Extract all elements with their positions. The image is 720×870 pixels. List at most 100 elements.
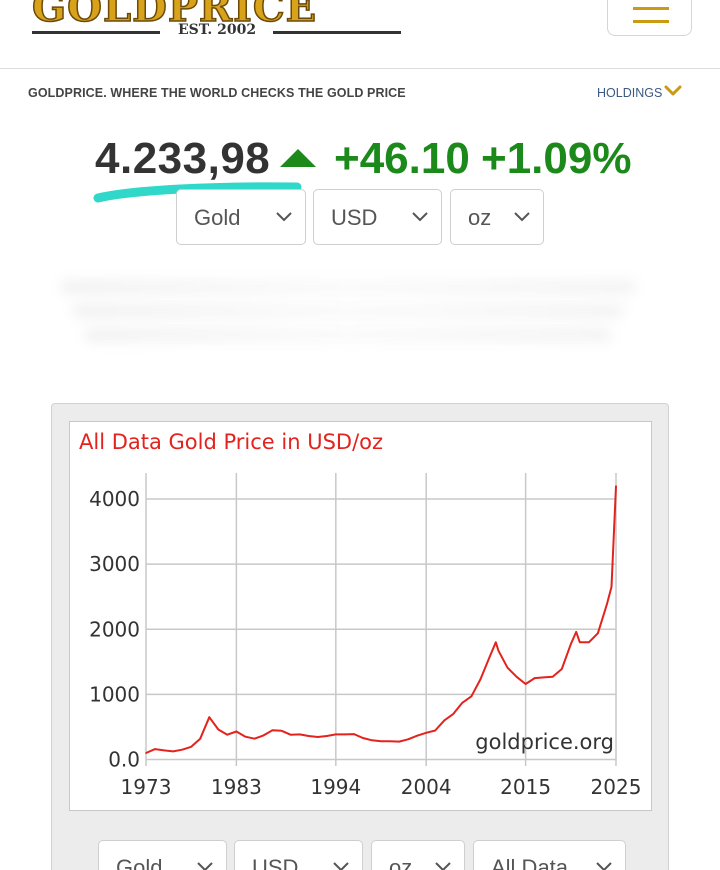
gold-price-point — [542, 676, 545, 679]
gold-price-point — [479, 678, 482, 681]
chevron-down-icon — [197, 862, 213, 870]
y-tick-label: 0.0 — [108, 747, 140, 771]
logo-established: EST. 2002 — [178, 22, 257, 38]
gold-price-point — [226, 733, 229, 736]
gold-price-point — [244, 735, 247, 738]
chart-title: All Data Gold Price in USD/oz — [79, 430, 384, 454]
logo-wordmark: GOLDPRICE — [31, 0, 318, 32]
chart-unit-select-value: oz — [389, 855, 413, 870]
hamburger-icon-bar — [633, 20, 669, 23]
blurred-line — [72, 304, 624, 318]
metal-select[interactable]: Gold — [176, 189, 306, 245]
gold-price-point — [371, 739, 373, 742]
gold-price-point — [199, 737, 202, 740]
gold-price-point — [271, 729, 274, 731]
unit-select[interactable]: oz — [450, 189, 544, 245]
gold-price-point — [497, 649, 500, 652]
metal-select-value: Gold — [194, 205, 241, 230]
site-logo[interactable]: GOLDPRICE EST. 2002 — [30, 0, 405, 42]
gold-price-point — [344, 733, 346, 736]
currency-select[interactable]: USD — [313, 189, 442, 245]
gold-price-point — [494, 641, 497, 644]
header-divider — [0, 68, 720, 69]
gold-price-point — [289, 733, 292, 736]
price-change: +46.10 — [334, 134, 470, 183]
blurred-content — [60, 270, 660, 370]
chart-unit-select[interactable]: oz — [371, 840, 465, 870]
chart-range-select-value: All Data — [491, 855, 569, 870]
gold-price-point — [506, 666, 509, 669]
gold-price-point — [461, 702, 464, 704]
blurred-line — [84, 328, 612, 342]
chevron-down-icon — [333, 862, 349, 870]
gold-price-point — [407, 738, 409, 741]
gold-spot-price: 4.233,98 — [95, 134, 271, 183]
gold-price-point — [452, 713, 455, 715]
gold-price-point — [588, 641, 590, 644]
site-tagline: GOLDPRICE. WHERE THE WORLD CHECKS THE GO… — [28, 86, 406, 100]
gold-price-point — [551, 675, 554, 678]
x-tick-label: 2004 — [401, 775, 452, 799]
price-change-percent: +1.09% — [481, 134, 632, 183]
gold-price-point — [353, 733, 355, 735]
triangle-up-icon — [280, 149, 316, 167]
gold-price-point — [217, 728, 220, 731]
chart-watermark: goldprice.org — [475, 730, 614, 754]
chevron-down-icon — [514, 212, 530, 222]
gold-price-point — [181, 748, 183, 751]
gold-price-point — [280, 730, 283, 732]
chevron-down-icon — [412, 212, 428, 222]
chart-frame — [69, 421, 652, 811]
gold-price-point — [235, 730, 238, 733]
gold-price-line — [145, 485, 617, 754]
gold-price-point — [398, 740, 400, 743]
chart-range-select[interactable]: All Data — [473, 840, 626, 870]
holdings-link[interactable]: HOLDINGS — [597, 86, 663, 100]
gold-price-point — [470, 695, 473, 698]
logo-rule-right — [273, 31, 401, 34]
chevron-down-icon — [596, 862, 612, 870]
gold-price-point — [253, 737, 256, 740]
gold-price-point — [307, 735, 310, 737]
gold-price-point — [560, 668, 563, 670]
gold-price-point — [434, 729, 437, 732]
gold-price-point — [380, 740, 382, 743]
gold-price-point — [597, 632, 599, 634]
x-tick-label: 1983 — [211, 775, 262, 799]
y-tick-label: 4000 — [89, 487, 140, 511]
gold-price-point — [606, 603, 608, 605]
x-tick-label: 1973 — [121, 775, 172, 799]
chevron-down-icon[interactable] — [664, 84, 682, 98]
gold-price-point — [262, 734, 265, 737]
gold-price-point — [425, 731, 427, 734]
unit-select-value: oz — [468, 205, 492, 230]
gold-price-point — [163, 749, 165, 752]
y-tick-label: 2000 — [89, 617, 140, 641]
hamburger-icon — [633, 7, 669, 10]
gold-price-point — [579, 641, 581, 644]
logo-rule-left — [32, 31, 160, 34]
y-tick-label: 1000 — [89, 682, 140, 706]
blurred-line — [60, 280, 636, 294]
gold-price-point — [190, 745, 192, 748]
gold-price-point — [154, 748, 156, 750]
gold-price-chart[interactable]: 1973 1983 1994 2004 2015 2025 0.0 1000 2000 3000 4… — [69, 421, 652, 811]
gold-price-point — [208, 716, 211, 718]
gold-price-point — [615, 485, 617, 487]
gold-price-point — [389, 740, 391, 743]
chart-metal-select-value: Gold — [116, 855, 163, 870]
gold-price-point — [575, 631, 578, 633]
chart-currency-select-value: USD — [252, 855, 299, 870]
chevron-down-icon — [435, 862, 451, 870]
gold-price-point — [362, 737, 364, 739]
chart-currency-select[interactable]: USD — [234, 840, 363, 870]
chart-metal-select[interactable]: Gold — [98, 840, 227, 870]
gold-price-point — [524, 683, 527, 685]
menu-button[interactable] — [607, 0, 692, 36]
gold-price-point — [416, 734, 418, 737]
gold-price-point — [298, 733, 301, 736]
gold-price-point — [515, 675, 518, 678]
currency-select-value: USD — [331, 205, 378, 230]
gold-price-point — [570, 643, 572, 646]
